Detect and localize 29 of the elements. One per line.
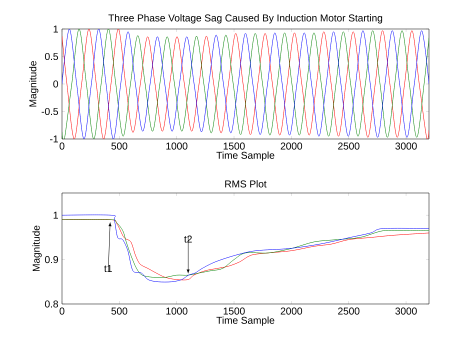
y-axis-title: Magnitude: [32, 226, 42, 272]
y-tick-label: 0.5: [44, 52, 58, 60]
x-tick-label: 1500: [224, 142, 245, 150]
x-axis-title: Time Sample: [216, 151, 274, 161]
x-tick-label: 3000: [395, 142, 417, 150]
y-axis-title: Magnitude: [29, 61, 38, 107]
y-tick-label: 0.8: [44, 300, 58, 308]
x-tick-label: 1500: [224, 308, 245, 315]
y-tick-label: -1: [50, 136, 58, 142]
x-tick-label: 3000: [395, 308, 417, 315]
chart-title: Three Phase Voltage Sag Caused By Induction Motor Starting: [108, 14, 382, 24]
x-tick-label: 2000: [280, 308, 302, 315]
y-tick-label: 1: [54, 212, 58, 219]
y-tick-label: -0.5: [42, 108, 58, 116]
chart-title: RMS Plot: [225, 180, 267, 188]
line-series: [62, 29, 430, 139]
x-tick-label: 500: [111, 308, 128, 315]
x-tick-label: 0: [60, 308, 64, 315]
y-tick-label: 1: [54, 26, 58, 32]
x-axis-title: Time Sample: [216, 316, 274, 326]
x-tick-label: 1000: [166, 142, 188, 150]
x-tick-label: 2500: [338, 308, 360, 315]
x-tick-label: 1000: [166, 308, 188, 315]
y-tick-label: 0.9: [44, 256, 58, 264]
x-tick-label: 500: [111, 142, 128, 150]
y-tick-label: 0: [53, 80, 58, 88]
x-tick-label: 0: [60, 142, 64, 150]
x-tick-label: 2500: [338, 142, 360, 150]
x-tick-label: 2000: [280, 142, 302, 150]
